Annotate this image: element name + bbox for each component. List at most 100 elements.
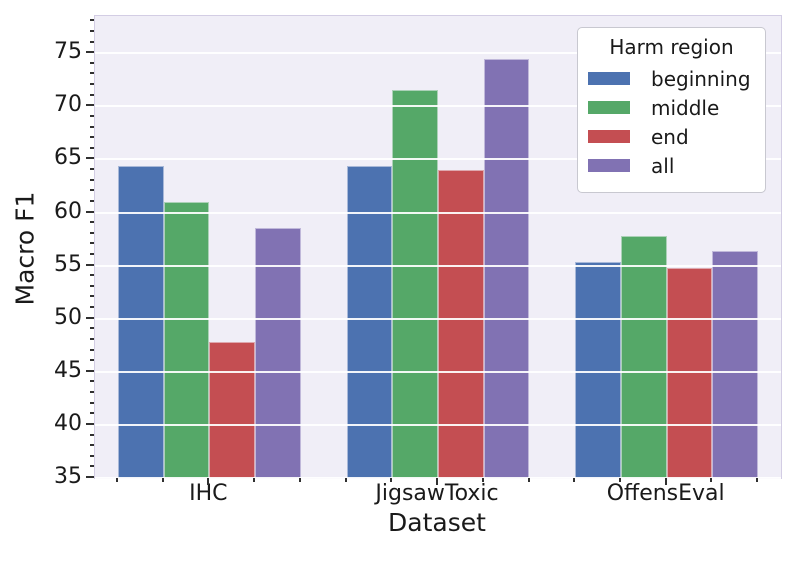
y-tick-label-35: 35 — [54, 464, 82, 489]
y-minor-tick-71 — [90, 93, 94, 96]
legend-item-middle: middle — [588, 93, 755, 122]
legend-item-beginning: beginning — [588, 64, 755, 93]
y-minor-tick-59 — [90, 221, 94, 224]
y-minor-tick-64 — [90, 168, 94, 170]
legend-item-all: all — [588, 151, 755, 180]
bar-IHC-end — [209, 342, 255, 478]
gridline-y-45 — [95, 370, 781, 373]
y-minor-tick-44 — [90, 380, 94, 383]
y-minor-tick-74 — [90, 61, 94, 64]
legend-swatch-middle — [588, 101, 630, 114]
bar-IHC-beginning — [117, 165, 164, 478]
bar-OffensEval-end — [666, 267, 713, 478]
x-tick-0-1 — [253, 478, 256, 482]
y-major-tick-70 — [86, 104, 94, 107]
y-minor-tick-49 — [90, 327, 94, 330]
y-major-tick-50 — [86, 316, 94, 319]
y-minor-tick-58 — [90, 231, 94, 234]
bar-IHC-middle — [163, 201, 210, 478]
y-minor-tick-51 — [90, 306, 94, 309]
y-minor-tick-54 — [90, 274, 94, 277]
bar-JigsawToxic-middle — [392, 90, 438, 478]
x-tick-0--2 — [115, 478, 118, 482]
y-major-tick-40 — [86, 422, 94, 425]
x-tick-0-2 — [298, 478, 301, 482]
x-tick-0--1 — [161, 478, 164, 482]
legend-item-label-middle: middle — [651, 95, 720, 120]
gridline-y-60 — [95, 211, 781, 214]
y-major-tick-45 — [86, 369, 94, 372]
y-minor-tick-77 — [90, 29, 94, 32]
y-tick-label-45: 45 — [54, 357, 82, 383]
legend-item-label-all: all — [651, 153, 675, 178]
y-minor-tick-69 — [90, 114, 94, 117]
gridline-y-50 — [95, 317, 781, 320]
y-minor-tick-46 — [90, 359, 94, 362]
legend: Harm region beginning middle end all — [577, 27, 766, 193]
y-tick-label-55: 55 — [54, 251, 82, 277]
x-tick-1--1 — [390, 478, 393, 482]
legend-items: beginning middle end all — [588, 64, 755, 180]
bar-IHC-all — [255, 228, 301, 478]
y-minor-tick-43 — [90, 391, 94, 393]
y-tick-label-75: 75 — [54, 39, 82, 65]
y-minor-tick-56 — [90, 253, 94, 255]
bar-OffensEval-all — [712, 250, 759, 478]
y-minor-tick-52 — [90, 295, 94, 298]
bar-JigsawToxic-end — [438, 170, 484, 478]
bar-OffensEval-middle — [620, 235, 667, 478]
x-tick-2-1 — [710, 478, 713, 482]
y-minor-tick-73 — [90, 72, 94, 75]
gridline-y-55 — [95, 264, 781, 267]
y-major-tick-35 — [86, 476, 94, 478]
gridline-y-40 — [95, 423, 781, 426]
bar-JigsawToxic-beginning — [346, 165, 393, 478]
y-minor-tick-41 — [90, 412, 94, 415]
y-tick-label-40: 40 — [54, 410, 82, 436]
y-tick-label-60: 60 — [54, 198, 82, 224]
y-minor-tick-68 — [90, 125, 94, 128]
y-minor-tick-72 — [90, 83, 94, 85]
x-tick-2-2 — [756, 478, 759, 482]
y-minor-tick-39 — [90, 433, 94, 436]
gridline-y-35 — [95, 477, 781, 479]
y-minor-tick-62 — [90, 189, 94, 192]
y-minor-tick-78 — [90, 19, 94, 22]
bar-JigsawToxic-all — [483, 58, 530, 478]
y-tick-label-65: 65 — [54, 145, 82, 171]
y-minor-tick-42 — [90, 401, 94, 404]
x-category-label-JigsawToxic: JigsawToxic — [375, 481, 499, 506]
y-tick-label-70: 70 — [54, 92, 82, 118]
x-category-label-OffensEval: OffensEval — [606, 481, 725, 506]
gridline-y-65 — [95, 158, 781, 161]
y-minor-tick-38 — [90, 444, 94, 447]
x-tick-1--2 — [344, 478, 347, 482]
y-major-tick-60 — [86, 210, 94, 213]
x-tick-2-0 — [664, 478, 667, 485]
legend-item-end: end — [588, 122, 755, 151]
x-tick-1-0 — [436, 478, 438, 485]
x-axis-label: Dataset — [388, 508, 486, 537]
legend-item-label-beginning: beginning — [651, 66, 751, 91]
y-major-tick-65 — [86, 157, 94, 160]
x-tick-2--2 — [573, 478, 576, 482]
x-tick-2--1 — [618, 478, 621, 482]
legend-title: Harm region — [609, 35, 734, 59]
y-minor-tick-67 — [90, 136, 94, 139]
y-minor-tick-61 — [90, 199, 94, 202]
x-category-label-IHC: IHC — [189, 481, 228, 506]
x-tick-1-2 — [527, 478, 530, 482]
legend-swatch-end — [588, 130, 630, 143]
gridline-y-70 — [95, 105, 781, 108]
y-minor-tick-63 — [90, 178, 94, 181]
x-tick-1-1 — [481, 478, 484, 482]
legend-item-label-end: end — [651, 124, 689, 149]
y-minor-tick-37 — [90, 454, 94, 457]
legend-swatch-beginning — [588, 72, 630, 85]
y-major-tick-75 — [86, 51, 94, 54]
bar-OffensEval-beginning — [575, 262, 621, 478]
y-minor-tick-48 — [90, 337, 94, 340]
y-minor-tick-66 — [90, 146, 94, 149]
y-minor-tick-47 — [90, 348, 94, 351]
